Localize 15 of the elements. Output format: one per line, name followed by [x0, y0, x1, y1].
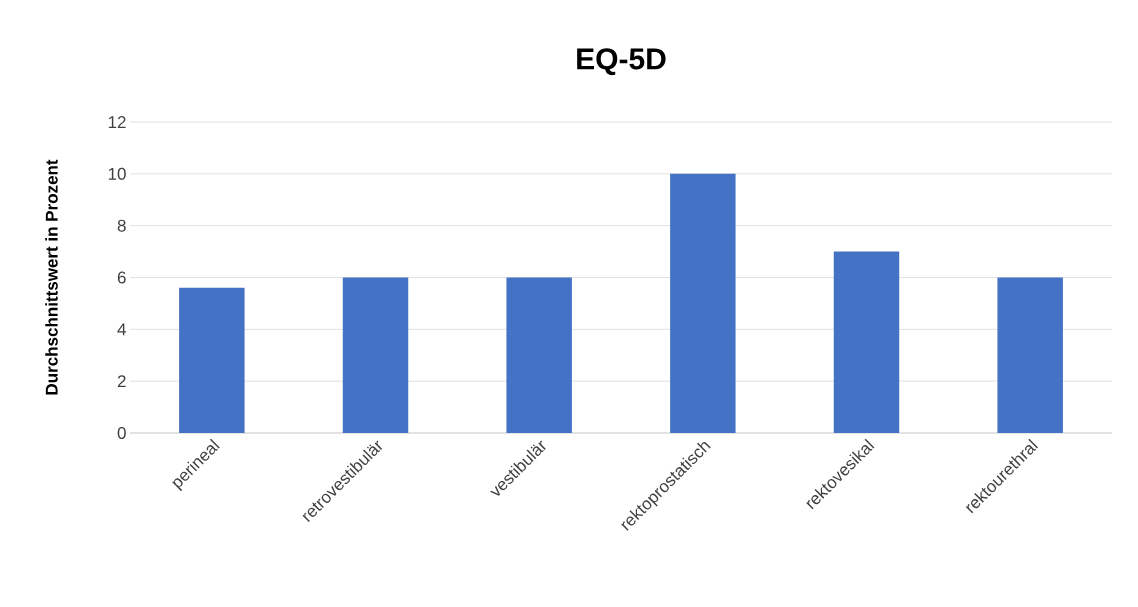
y-tick-label: 8	[117, 219, 126, 232]
y-tick-label: 0	[117, 426, 126, 440]
bar	[179, 287, 245, 433]
bar	[997, 277, 1063, 433]
bar	[833, 251, 900, 433]
bar	[670, 173, 736, 433]
y-tick-label: 4	[117, 323, 126, 336]
bar	[342, 277, 409, 433]
y-tick-label: 10	[108, 167, 126, 180]
y-tick-label: 12	[108, 116, 126, 128]
chart-title: EQ-5D	[577, 48, 666, 76]
bar	[506, 277, 572, 433]
y-axis-title: Durchschnittswert in Prozent	[45, 159, 58, 395]
y-tick-label: 2	[117, 375, 126, 388]
y-tick-label: 6	[117, 271, 126, 284]
